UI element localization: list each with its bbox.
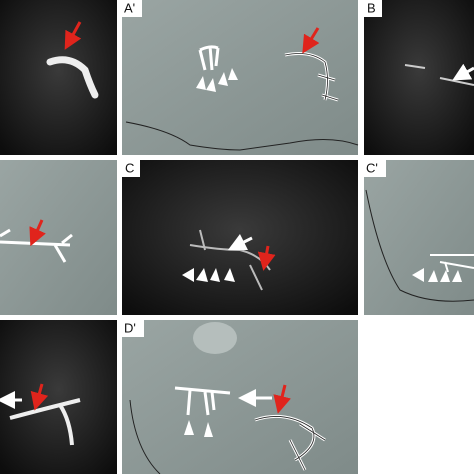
drawing xyxy=(364,160,474,315)
scan xyxy=(364,0,474,155)
panel-b: B xyxy=(364,0,474,155)
drawing xyxy=(122,320,358,474)
outline xyxy=(125,121,359,151)
vessel xyxy=(46,56,99,99)
vessel xyxy=(404,64,474,86)
scan xyxy=(0,0,117,155)
panel-label: C xyxy=(125,160,134,175)
label-box xyxy=(122,160,140,177)
panel-d xyxy=(0,320,117,474)
outline xyxy=(365,189,474,302)
red-arrow xyxy=(273,384,291,414)
arrowheads xyxy=(196,68,238,92)
red-arrow xyxy=(29,219,46,247)
scan xyxy=(122,160,358,315)
drawing xyxy=(0,160,117,315)
vessel xyxy=(174,386,231,416)
scan xyxy=(0,320,117,474)
label-box xyxy=(122,320,144,337)
label-box xyxy=(364,0,382,17)
red-arrow xyxy=(30,383,49,411)
red-arrow xyxy=(257,245,276,271)
red-arrow xyxy=(302,27,320,54)
arrowheads xyxy=(184,420,213,437)
arrowheads xyxy=(182,268,235,282)
panel-label: D' xyxy=(124,320,136,335)
white-arrow xyxy=(227,233,253,251)
vessel xyxy=(198,45,220,71)
panel-c: C xyxy=(122,160,358,315)
panel-a xyxy=(0,0,117,155)
vessel-outline xyxy=(254,416,326,471)
outline xyxy=(129,399,161,474)
structure xyxy=(193,322,237,354)
vessel-outline xyxy=(284,53,339,101)
red-arrow xyxy=(64,21,82,50)
panel-c-prime: C' xyxy=(364,160,474,315)
panel-b-prime xyxy=(0,160,117,315)
vessel xyxy=(9,398,81,446)
panel-d-prime: D' xyxy=(122,320,358,474)
panel-label: B xyxy=(367,0,376,15)
label-box xyxy=(364,160,386,177)
drawing xyxy=(122,0,358,155)
white-arrow xyxy=(0,228,11,238)
label-box xyxy=(122,0,142,17)
panel-label: A' xyxy=(124,0,135,15)
arrowheads xyxy=(412,268,462,282)
panel-label: C' xyxy=(366,160,378,175)
panel-a-prime: A' xyxy=(122,0,359,155)
white-arrow xyxy=(452,63,474,81)
vessel xyxy=(430,254,474,273)
